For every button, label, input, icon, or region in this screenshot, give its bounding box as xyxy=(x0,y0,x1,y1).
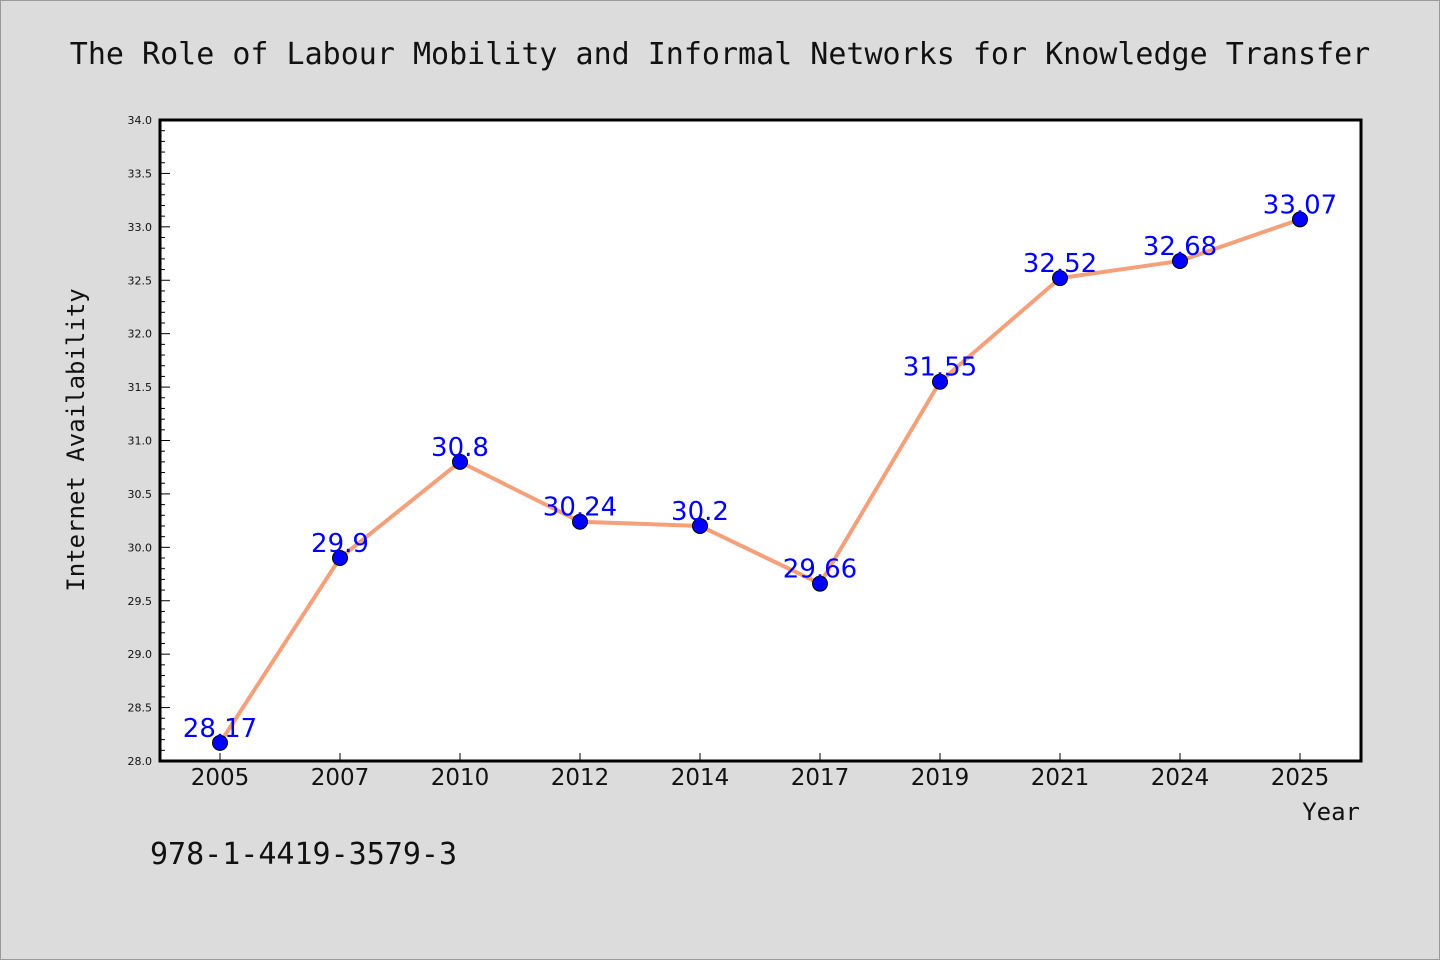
x-tick-label: 2007 xyxy=(311,765,370,791)
data-label-layer: 28.17 29.9 30.8 30.24 30.2 29.66 31.55 32.52 32.… xyxy=(183,190,1337,743)
chart-title: The Role of Labour Mobility and Informal… xyxy=(70,37,1370,72)
y-tick-label: 30.0 xyxy=(128,541,153,554)
y-tick-label: 32.5 xyxy=(128,274,153,287)
y-tick-label: 32.0 xyxy=(128,328,153,341)
data-point xyxy=(212,734,228,751)
y-tick-label: 29.0 xyxy=(128,648,153,661)
data-point xyxy=(572,513,588,530)
x-tick-label: 2021 xyxy=(1031,765,1090,791)
plot-area xyxy=(158,118,1363,763)
data-point xyxy=(1172,253,1188,270)
data-label: 33.07 xyxy=(1263,190,1337,220)
x-tick-label: 2010 xyxy=(431,765,490,791)
data-label: 29.9 xyxy=(311,529,369,559)
x-tick-label: 2005 xyxy=(191,765,250,791)
series-line xyxy=(218,217,1301,744)
y-tick-label: 28.5 xyxy=(128,702,153,715)
x-tick-label: 2012 xyxy=(551,765,610,791)
x-axis-title: Year xyxy=(1302,798,1360,826)
x-tick-label: 2017 xyxy=(791,765,850,791)
x-tick-label: 2014 xyxy=(671,765,730,791)
data-label: 30.2 xyxy=(671,497,729,527)
data-point xyxy=(452,453,468,470)
y-tick-label: 34.0 xyxy=(128,114,153,127)
data-label: 32.52 xyxy=(1023,249,1097,279)
data-label: 30.24 xyxy=(543,493,617,523)
data-point xyxy=(1052,270,1068,287)
data-label: 29.66 xyxy=(783,555,857,585)
data-point xyxy=(332,550,348,567)
y-tick-label: 33.0 xyxy=(128,221,153,234)
data-point xyxy=(692,517,708,534)
x-tick-label: 2019 xyxy=(911,765,970,791)
y-axis: 28.0 28.5 29.0 29.5 30.0 30.5 31.0 31.5 32.0 32.5… xyxy=(128,114,170,768)
x-tick-label: 2025 xyxy=(1271,765,1330,791)
y-axis-title: Internet Availability xyxy=(62,288,90,591)
data-label: 30.8 xyxy=(431,433,489,463)
x-axis: 2005 2007 2010 2012 2014 2017 2019 2021 2024 2025 xyxy=(191,753,1330,791)
data-point xyxy=(1292,211,1308,228)
series-layer xyxy=(212,211,1308,751)
x-tick-label: 2024 xyxy=(1151,765,1210,791)
isbn-text: 978-1-4419-3579-3 xyxy=(150,837,457,872)
data-point xyxy=(812,575,828,592)
y-tick-label: 28.0 xyxy=(128,755,153,768)
y-tick-label: 31.5 xyxy=(128,381,153,394)
data-label: 32.68 xyxy=(1143,232,1217,262)
y-tick-label: 31.0 xyxy=(128,435,153,448)
data-point xyxy=(932,373,948,390)
y-tick-label: 29.5 xyxy=(128,595,153,608)
data-label: 28.17 xyxy=(183,714,257,744)
y-tick-label: 30.5 xyxy=(128,488,153,501)
data-label: 31.55 xyxy=(903,353,977,383)
y-tick-label: 33.5 xyxy=(128,167,153,180)
